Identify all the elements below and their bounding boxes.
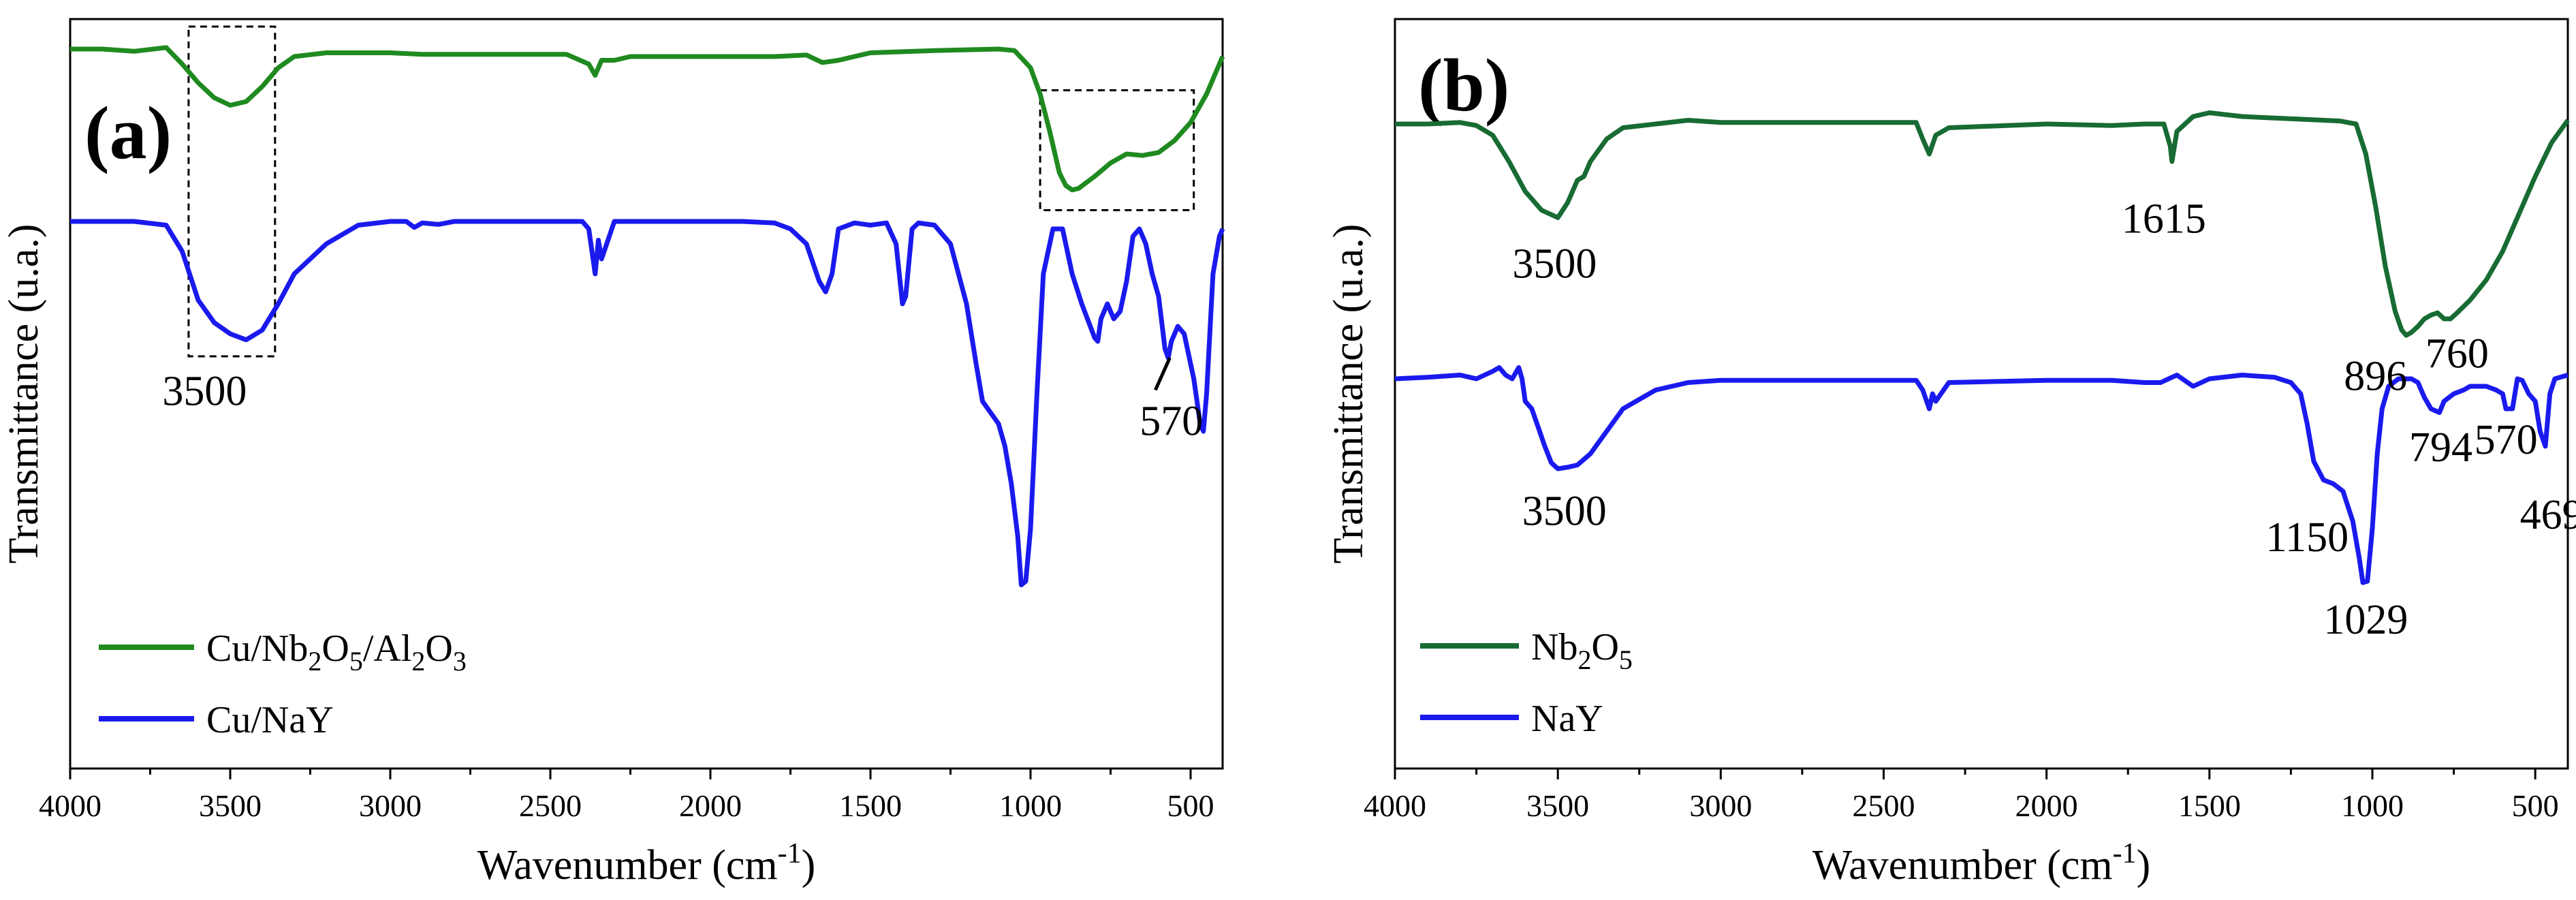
panel-label: (a) (84, 91, 172, 174)
x-tick-label: 2500 (519, 788, 582, 823)
peak-annotation: 570 (2475, 417, 2538, 463)
chart-a: 4000 3500 3000 2500 2000 1500 1000 500 Wavenumbe… (1, 18, 1225, 888)
chart-b: 4000 3500 3000 2500 2000 1500 1000 500 Wavenumbe… (1325, 18, 2576, 888)
peak-annotation: 760 (2425, 331, 2489, 377)
x-axis-title: Wavenumber (cm-1) (1812, 838, 2151, 888)
series-line-1 (70, 45, 1225, 193)
peak-annotation: 469 (2520, 492, 2576, 538)
y-axis-title: Transmittance (u.a.) (1, 224, 47, 564)
peak-annotation: 1150 (2265, 514, 2349, 561)
y-axis-title: Transmittance (u.a.) (1325, 224, 1372, 564)
plot-frame (69, 18, 1224, 770)
peak-annotation: 3500 (1522, 488, 1607, 535)
legend-label: Cu/NaY (206, 699, 334, 741)
x-tick-label: 2500 (1853, 788, 1915, 823)
series-line-2 (1394, 365, 2569, 585)
series-line-1 (1395, 110, 2570, 338)
x-tick-label: 1000 (2341, 788, 2404, 823)
x-tick-label: 1500 (2178, 788, 2241, 823)
panel-label: (b) (1418, 44, 1509, 127)
legend-label: Nb2O5 (1531, 626, 1633, 675)
x-tick-label: 3000 (1689, 788, 1752, 823)
x-tick-label: 3000 (359, 788, 422, 823)
x-tick-label: 1500 (839, 788, 902, 823)
x-tick-label: 3500 (199, 788, 262, 823)
x-axis-title: Wavenumber (cm-1) (477, 838, 816, 888)
peak-annotation: 1029 (2323, 597, 2408, 643)
x-tick-label: 4000 (1364, 788, 1426, 823)
x-tick-label: 2000 (2015, 788, 2078, 823)
leader-line (1154, 357, 1172, 391)
x-tick-label: 4000 (39, 788, 101, 823)
peak-annotation: 896 (2344, 354, 2407, 400)
peak-annotation: 3500 (162, 369, 247, 415)
x-tick-label: 3500 (1526, 788, 1589, 823)
plot-frame (1394, 18, 2569, 770)
legend-label: NaY (1531, 698, 1603, 740)
series-line-2 (70, 219, 1225, 587)
x-tick-label: 500 (1167, 788, 1214, 823)
x-tick-label: 500 (2512, 788, 2559, 823)
peak-annotation: 794 (2409, 424, 2472, 471)
peak-annotation: 3500 (1512, 241, 1597, 288)
legend-label: Cu/Nb2O5/Al2O3 (206, 627, 467, 677)
x-tick-label: 1000 (999, 788, 1062, 823)
x-tick-label: 2000 (679, 788, 742, 823)
peak-annotation: 570 (1140, 399, 1203, 445)
highlight-box (1039, 89, 1195, 211)
peak-annotation: 1615 (2122, 196, 2206, 243)
